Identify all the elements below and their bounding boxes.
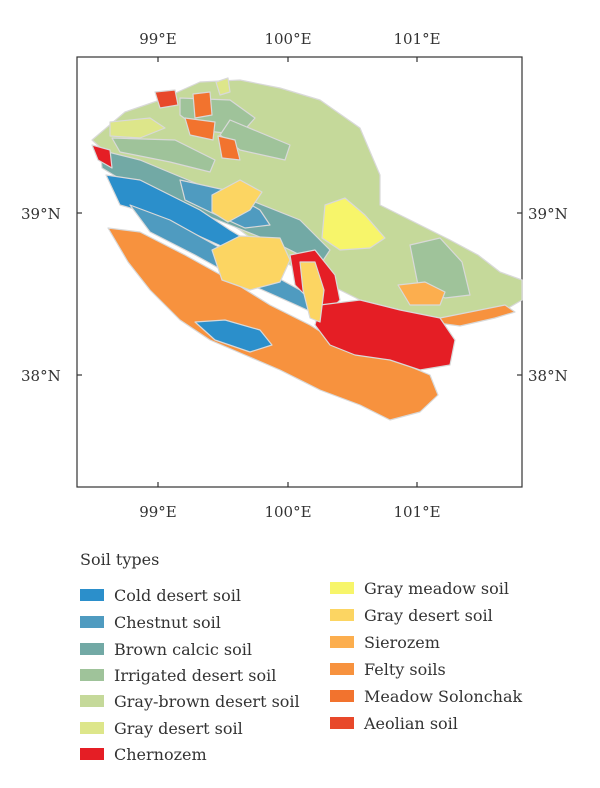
region-gray-desert-soil-3 [299, 261, 325, 323]
region-gray-meadow-soil [321, 197, 386, 251]
region-chernozem [91, 144, 113, 169]
region-meadow-solonchak-3 [217, 135, 241, 161]
region-meadow-solonchak [192, 91, 213, 119]
tick-label-top-100e: 100°E [264, 30, 311, 48]
region-felty-soils [107, 227, 439, 421]
region-meadow-solonchak-2 [184, 117, 216, 141]
tick-marks [77, 57, 522, 487]
soil-regions [91, 77, 523, 421]
region-gray-desert-soil-2 [211, 235, 291, 291]
left-tick-labels: 39°N 38°N [21, 205, 61, 385]
tick-label-top-101e: 101°E [393, 30, 440, 48]
tick-label-bottom-100e: 100°E [264, 503, 311, 521]
tick-label-top-99e: 99°E [139, 30, 177, 48]
region-gray-desert-soil-light-2 [109, 117, 166, 139]
tick-label-bottom-99e: 99°E [139, 503, 177, 521]
tick-label-bottom-101e: 101°E [393, 503, 440, 521]
region-gray-desert-soil-light [215, 77, 231, 96]
tick-label-right-38n: 38°N [528, 367, 568, 385]
region-cold-desert-soil-2 [194, 319, 273, 353]
region-irrigated-desert-soil-2 [219, 119, 291, 161]
region-chernozem-3 [314, 299, 456, 371]
tick-label-left-39n: 39°N [21, 205, 61, 223]
top-tick-labels: 99°E 100°E 101°E [139, 30, 440, 48]
region-irrigated-desert-soil-4 [111, 137, 216, 173]
region-aeolian-soil [154, 89, 179, 109]
bottom-tick-labels: 99°E 100°E 101°E [139, 503, 440, 521]
tick-label-right-39n: 39°N [528, 205, 568, 223]
right-tick-labels: 39°N 38°N [528, 205, 568, 385]
tick-label-left-38n: 38°N [21, 367, 61, 385]
region-sierozem [397, 281, 446, 306]
region-gray-desert-soil [211, 179, 263, 223]
